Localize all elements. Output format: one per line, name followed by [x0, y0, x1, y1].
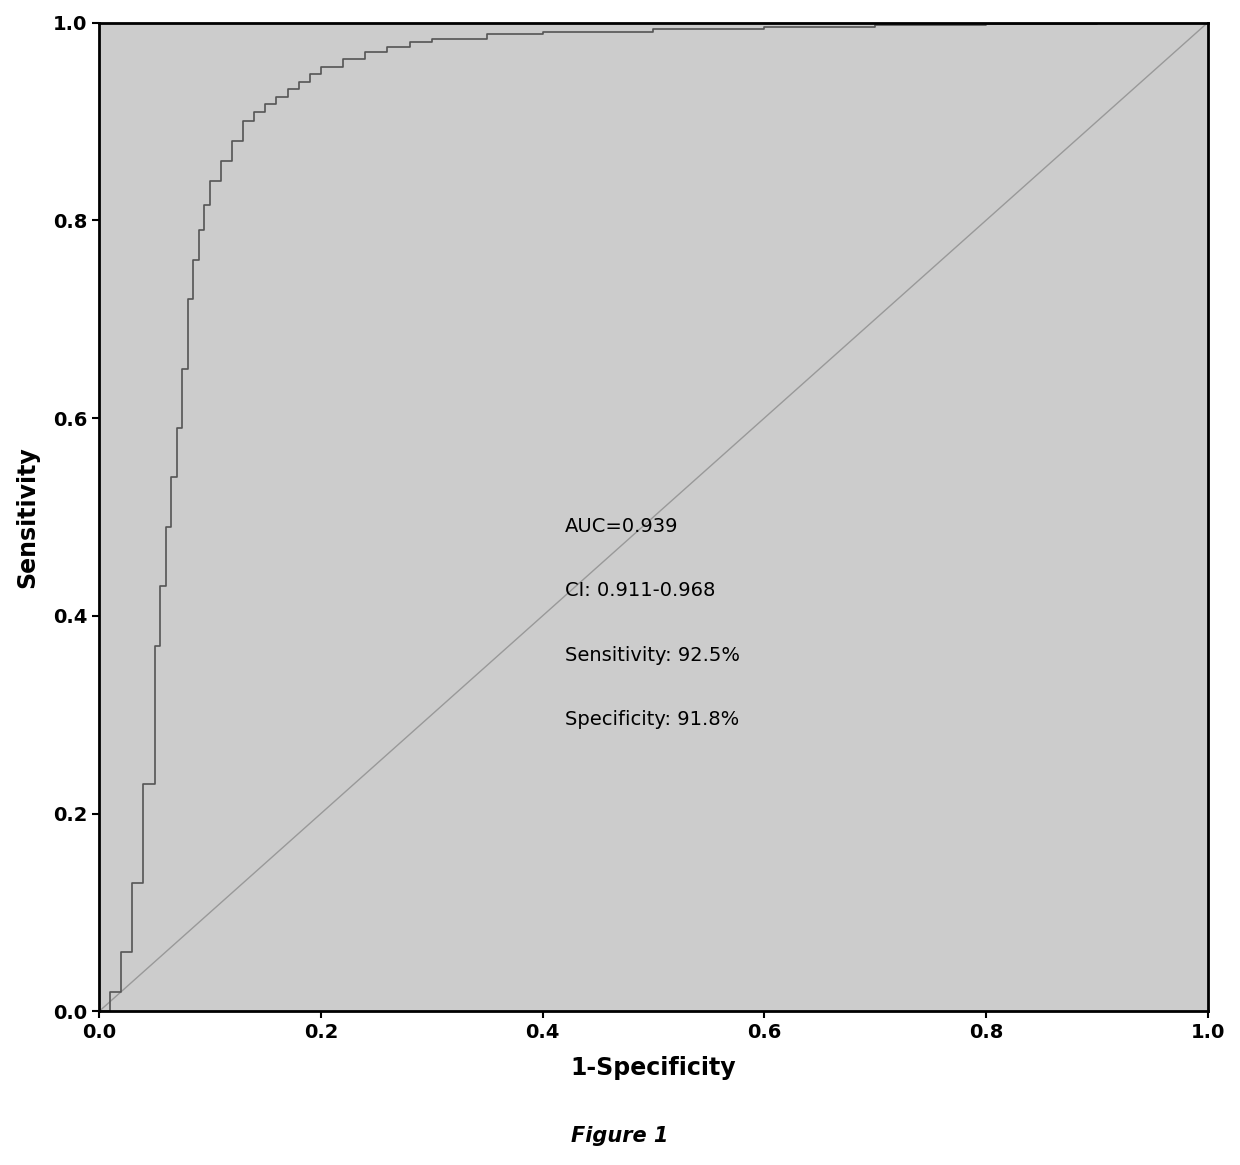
Text: Sensitivity: 92.5%: Sensitivity: 92.5%	[564, 645, 740, 664]
Text: Figure 1: Figure 1	[572, 1125, 668, 1146]
Y-axis label: Sensitivity: Sensitivity	[15, 446, 38, 588]
X-axis label: 1-Specificity: 1-Specificity	[570, 1057, 737, 1080]
Text: AUC=0.939: AUC=0.939	[564, 517, 678, 536]
Text: CI: 0.911-0.968: CI: 0.911-0.968	[564, 581, 715, 600]
Text: Specificity: 91.8%: Specificity: 91.8%	[564, 709, 739, 729]
